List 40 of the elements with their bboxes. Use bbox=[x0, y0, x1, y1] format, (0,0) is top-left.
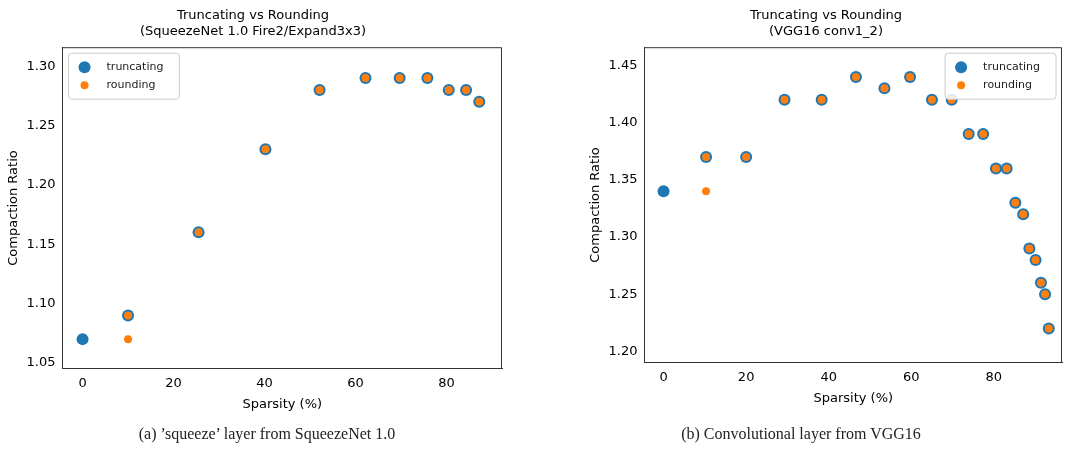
y-tick-label: 1.45 bbox=[608, 56, 638, 72]
point bbox=[124, 335, 133, 344]
text: (b) Convolutional layer from VGG16 bbox=[680, 425, 922, 443]
y-axis-title: Compaction Ratio bbox=[587, 147, 603, 263]
x-tick-label: 80 bbox=[438, 374, 455, 390]
y-tick-label: 1.40 bbox=[608, 114, 638, 130]
x-tick-label: 0 bbox=[659, 368, 668, 384]
legend-label: truncating bbox=[983, 60, 1040, 74]
y-tick-label: 1.20 bbox=[26, 176, 56, 192]
x-tick-label: 60 bbox=[347, 374, 364, 390]
x-tick-label: 20 bbox=[165, 374, 182, 390]
legend-label: rounding bbox=[983, 78, 1033, 92]
y-tick-label: 1.30 bbox=[26, 57, 56, 73]
y-tick-label: 1.35 bbox=[608, 171, 638, 187]
chart-title: Truncating vs Rounding bbox=[748, 7, 903, 23]
chart-title: Truncating vs Rounding bbox=[175, 7, 330, 23]
y-axis-title: Compaction Ratio bbox=[5, 150, 21, 266]
y-tick-label: 1.15 bbox=[26, 235, 56, 251]
x-tick-label: 60 bbox=[903, 368, 920, 384]
x-axis-title: Sparsity (%) bbox=[813, 389, 894, 405]
chart-subtitle: (VGG16 conv1_2) bbox=[769, 22, 883, 38]
text: (a) ’squeeze’ layer from SqueezeNet 1.0 bbox=[137, 425, 397, 443]
x-axis-title: Sparsity (%) bbox=[242, 395, 323, 411]
legend-label: truncating bbox=[106, 60, 164, 74]
legend-label: rounding bbox=[106, 78, 156, 92]
y-tick-label: 1.25 bbox=[26, 116, 56, 132]
point bbox=[702, 187, 711, 196]
y-tick-label: 1.20 bbox=[608, 342, 638, 358]
point bbox=[76, 333, 89, 346]
y-tick-label: 1.10 bbox=[26, 294, 56, 310]
x-tick-label: 80 bbox=[985, 368, 1003, 384]
point bbox=[657, 185, 670, 198]
x-tick-label: 40 bbox=[256, 374, 273, 390]
x-tick-label: 20 bbox=[737, 368, 755, 384]
x-tick-label: 40 bbox=[820, 368, 837, 384]
y-tick-label: 1.30 bbox=[608, 228, 638, 244]
y-tick-label: 1.05 bbox=[26, 354, 56, 370]
y-tick-label: 1.25 bbox=[608, 285, 638, 301]
chart-subtitle: (SqueezeNet 1.0 Fire2/Expand3x3) bbox=[139, 22, 367, 38]
x-tick-label: 0 bbox=[78, 374, 87, 390]
